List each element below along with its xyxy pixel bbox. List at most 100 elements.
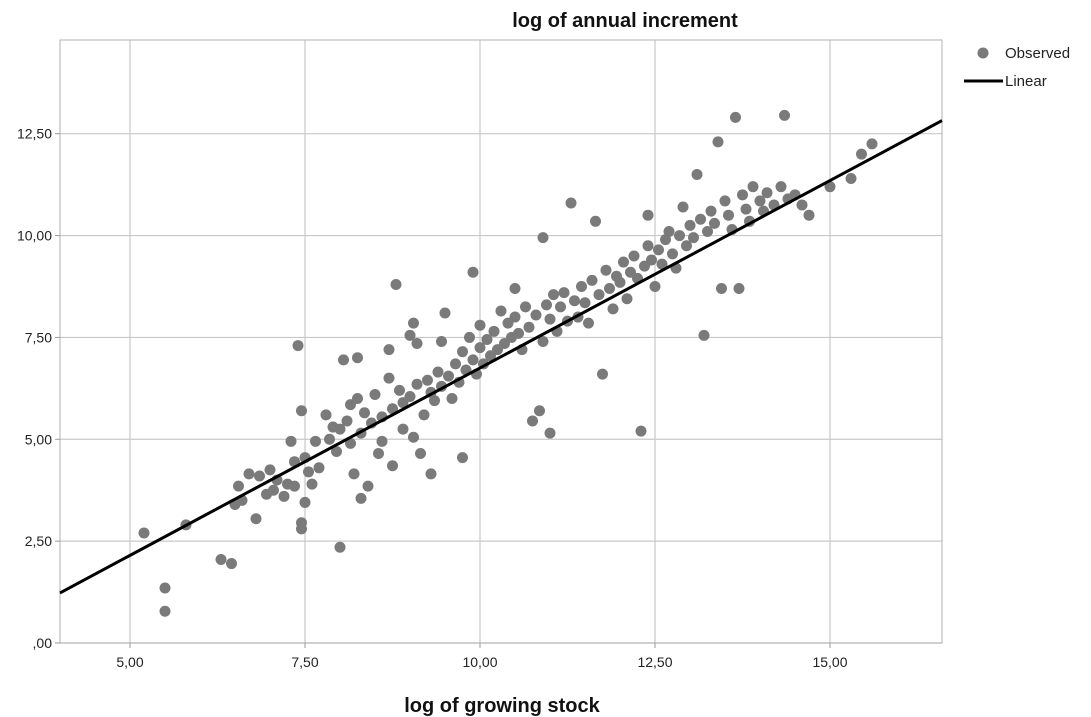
data-point — [705, 205, 717, 217]
data-point — [429, 395, 440, 407]
data-point — [537, 336, 549, 347]
data-point — [653, 244, 664, 256]
data-point — [331, 446, 342, 458]
data-point — [254, 470, 265, 482]
data-point — [565, 197, 577, 209]
data-point — [576, 280, 587, 292]
data-point — [359, 407, 370, 419]
x-tick-label: 12,50 — [637, 654, 672, 670]
data-point — [243, 468, 255, 480]
legend-observed-marker — [977, 47, 989, 59]
data-point — [803, 209, 815, 221]
data-point — [691, 168, 703, 180]
data-point — [597, 368, 608, 380]
data-point — [226, 558, 237, 570]
data-point — [299, 496, 311, 508]
data-point — [677, 201, 689, 213]
data-point — [341, 415, 353, 427]
data-point — [590, 215, 601, 227]
data-point — [457, 346, 468, 358]
y-tick-label: ,00 — [33, 635, 53, 651]
data-point — [474, 342, 486, 354]
x-tick-labels: 5,00 7,50 10,00 12,50 15,00 — [116, 643, 848, 670]
x-tick-label: 15,00 — [812, 654, 847, 670]
data-point — [684, 219, 696, 231]
data-point — [313, 462, 325, 474]
data-point — [509, 283, 521, 295]
data-point — [425, 468, 437, 480]
data-point — [362, 480, 374, 492]
data-point — [432, 366, 444, 378]
data-point — [583, 317, 594, 329]
legend-observed-label: Observed — [1005, 45, 1070, 62]
data-point — [296, 405, 307, 417]
x-tick-label: 7,50 — [291, 654, 318, 670]
data-point — [390, 278, 402, 290]
data-point — [747, 181, 759, 193]
data-point — [740, 203, 752, 215]
data-point — [635, 425, 647, 437]
data-point — [681, 240, 692, 252]
data-point — [411, 338, 423, 350]
data-point — [824, 181, 836, 193]
data-point — [334, 423, 346, 435]
data-point — [607, 303, 619, 315]
data-point — [649, 280, 661, 292]
data-point — [292, 340, 304, 352]
data-point — [544, 313, 556, 325]
data-point — [600, 264, 612, 276]
data-point — [418, 409, 430, 421]
data-point — [306, 478, 318, 490]
data-point — [264, 464, 276, 476]
data-point — [730, 111, 741, 123]
data-point — [303, 466, 314, 478]
data-point — [544, 427, 556, 439]
data-point — [443, 370, 454, 382]
data-point — [530, 309, 542, 321]
y-tick-label: 12,50 — [17, 126, 52, 142]
data-point — [688, 232, 699, 244]
linear-fit-line — [59, 119, 943, 595]
x-tick-label: 5,00 — [116, 654, 143, 670]
legend: Observed Linear — [964, 45, 1070, 90]
data-point — [408, 317, 419, 329]
data-point — [348, 468, 360, 480]
data-point — [593, 289, 605, 301]
data-point — [376, 435, 388, 447]
data-point — [159, 582, 171, 594]
data-point — [352, 393, 363, 405]
data-point — [586, 274, 598, 286]
data-point — [268, 484, 279, 496]
data-point — [415, 448, 426, 460]
data-point — [345, 437, 356, 449]
data-point — [285, 435, 297, 447]
data-point — [467, 266, 479, 278]
data-point — [856, 148, 867, 160]
data-point — [310, 435, 321, 447]
data-point — [394, 384, 405, 396]
y-tick-labels: ,00 2,50 5,00 7,50 10,00 12,50 — [17, 126, 60, 651]
data-point — [513, 327, 524, 339]
legend-linear-label: Linear — [1005, 73, 1047, 90]
data-point — [548, 289, 559, 301]
data-point — [436, 336, 447, 347]
data-point — [737, 189, 748, 201]
data-point — [278, 490, 290, 502]
data-point — [712, 136, 724, 148]
data-point — [352, 352, 363, 364]
data-point — [320, 409, 332, 421]
data-point — [250, 513, 262, 525]
data-point — [334, 541, 346, 553]
data-point — [383, 344, 395, 356]
data-point — [411, 378, 423, 390]
data-point — [775, 181, 787, 193]
data-point — [604, 283, 615, 295]
data-point — [509, 311, 521, 323]
y-tick-label: 7,50 — [25, 329, 52, 345]
plot-frame — [59, 39, 943, 644]
data-point — [159, 605, 171, 617]
data-point — [845, 173, 857, 185]
data-point — [866, 138, 878, 150]
data-point — [467, 354, 479, 366]
